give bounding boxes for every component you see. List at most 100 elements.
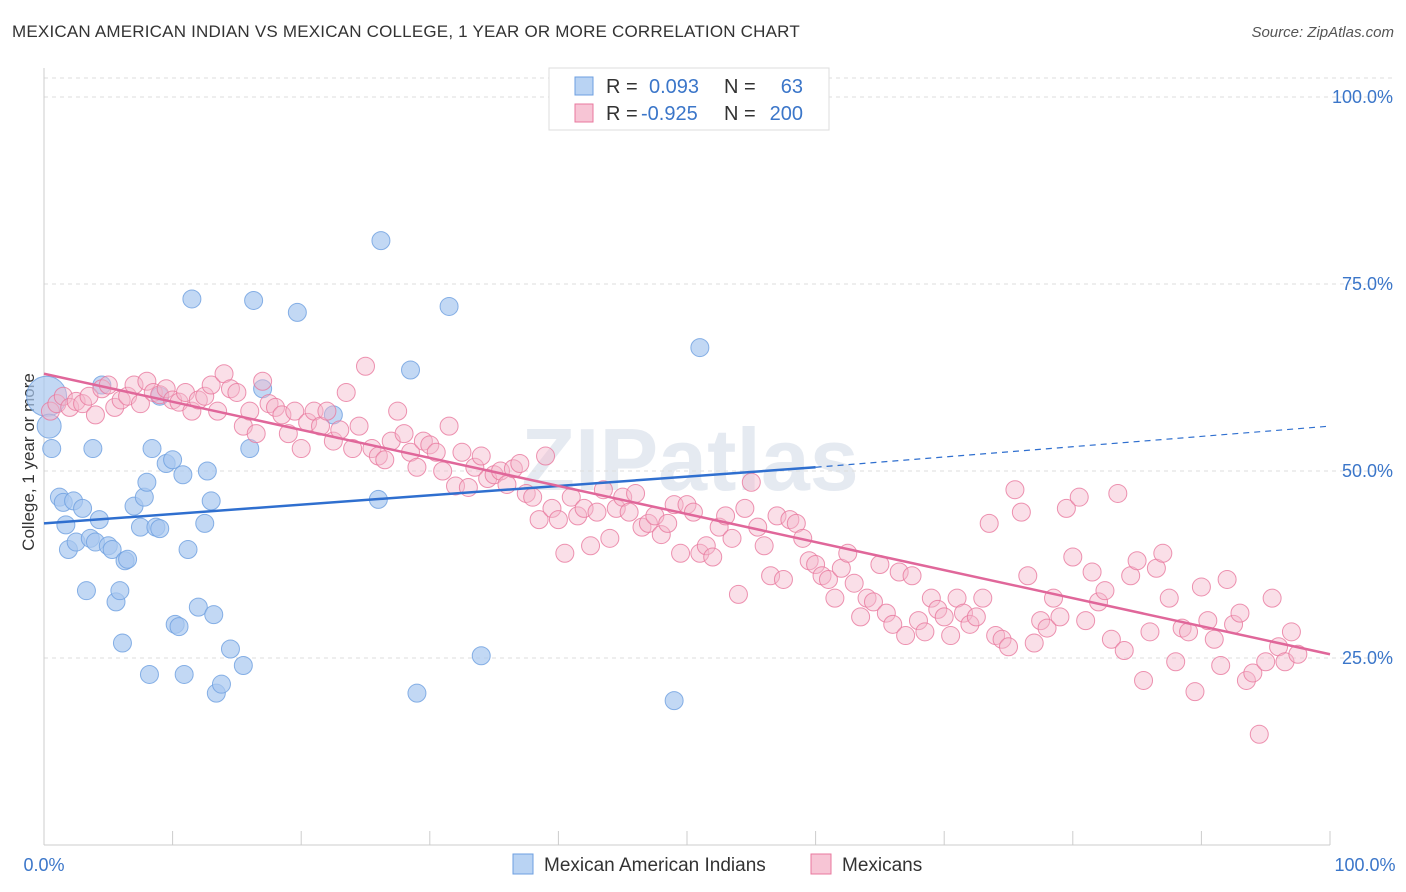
- point-mexicans-182: [1211, 655, 1231, 675]
- point-mexicans-127: [857, 588, 877, 608]
- point-mexicans-109: [741, 472, 761, 492]
- point-mexicans-119: [806, 555, 826, 574]
- y-tick-labels: 25.0% 50.0% 75.0% 100.0%: [1332, 87, 1393, 668]
- point-mexicans-80: [555, 543, 575, 563]
- point-mexicans-95: [651, 525, 671, 545]
- point-mexicans-140: [941, 626, 961, 646]
- point-mexicans-100: [683, 502, 703, 522]
- point-mexicans-33: [253, 371, 273, 391]
- point-mexicans-91: [626, 483, 646, 503]
- point-mexicans-76: [529, 510, 549, 530]
- point-mexicans-181: [1204, 629, 1224, 649]
- y-tick-label-75: 75.0%: [1342, 274, 1393, 294]
- point-mexicans-64: [452, 442, 472, 462]
- point-mexicans-155: [1037, 618, 1057, 638]
- point-mexicans-139: [934, 607, 954, 627]
- point-mexicans-2: [53, 386, 73, 406]
- source-label: Source: ZipAtlas.com: [1251, 24, 1394, 41]
- point-mexican-american-indians-41: [195, 513, 215, 533]
- point-mexicans-38: [285, 401, 305, 421]
- point-mexicans-106: [722, 528, 742, 548]
- point-mexicans-87: [600, 528, 620, 548]
- point-mexicans-162: [1082, 562, 1102, 582]
- point-mexican-american-indians-38: [178, 540, 198, 560]
- point-mexicans-111: [754, 536, 774, 556]
- point-mexicans-171: [1140, 622, 1160, 642]
- point-mexicans-190: [1262, 588, 1282, 608]
- trend-lines: [43, 372, 1331, 656]
- point-mexican-american-indians-57: [407, 683, 427, 703]
- point-mexicans-1: [47, 394, 67, 414]
- point-mexican-american-indians-19: [110, 581, 130, 601]
- point-mexicans-112: [761, 566, 781, 586]
- bottom-legend-swatch-blue: [512, 853, 534, 875]
- point-mexicans-29: [227, 382, 247, 402]
- point-mexicans-175: [1166, 652, 1186, 672]
- point-mexicans-144: [966, 607, 986, 627]
- point-mexican-american-indians-60: [664, 691, 684, 711]
- point-mexicans-174: [1159, 588, 1179, 608]
- watermark: ZIPatlas: [521, 410, 858, 509]
- point-mexicans-122: [825, 588, 845, 608]
- point-mexican-american-indians-28: [142, 439, 162, 459]
- legend-n-value-1: 200: [770, 103, 803, 125]
- point-mexicans-31: [240, 401, 260, 421]
- trend-line-pink: [43, 372, 1331, 656]
- point-mexicans-173: [1153, 543, 1173, 563]
- point-mexicans-125: [844, 573, 864, 593]
- point-mexican-american-indians-9: [73, 498, 93, 518]
- point-mexicans-187: [1243, 663, 1263, 683]
- series-legend: Mexican American Indians Mexicans: [512, 853, 922, 876]
- point-mexicans-15: [137, 371, 157, 391]
- point-mexicans-167: [1114, 641, 1134, 661]
- point-mexican-american-indians-33: [163, 450, 183, 470]
- point-mexican-american-indians-39: [182, 289, 202, 309]
- point-mexicans-61: [433, 461, 453, 481]
- point-mexicans-152: [1018, 566, 1038, 586]
- point-mexicans-58: [413, 431, 433, 451]
- chart-title: MEXICAN AMERICAN INDIAN VS MEXICAN COLLE…: [12, 22, 800, 41]
- point-mexicans-148: [992, 629, 1012, 649]
- x-tick-label-max: 100.0%: [1334, 855, 1395, 875]
- point-mexicans-114: [773, 569, 793, 589]
- point-mexicans-32: [246, 424, 266, 444]
- point-mexicans-145: [973, 588, 993, 608]
- point-mexicans-54: [388, 401, 408, 421]
- point-mexicans-146: [979, 513, 999, 533]
- point-mexicans-82: [568, 506, 588, 526]
- point-mexicans-157: [1050, 607, 1070, 627]
- point-mexican-american-indians-37: [174, 664, 194, 684]
- point-mexicans-18: [156, 379, 176, 399]
- point-mexicans-57: [407, 457, 427, 477]
- point-mexicans-121: [818, 569, 838, 589]
- correlation-legend: R = 0.093 N = 63 R = -0.925 N = 200: [548, 67, 830, 131]
- point-mexicans-101: [690, 543, 710, 563]
- point-mexican-american-indians-30: [150, 519, 170, 539]
- point-mexicans-160: [1069, 487, 1089, 507]
- point-mexicans-132: [889, 562, 909, 582]
- point-mexicans-34: [259, 394, 279, 414]
- legend-r-value-1: -0.925: [641, 103, 698, 125]
- point-mexicans-189: [1256, 652, 1276, 672]
- point-mexicans-7: [85, 405, 105, 425]
- point-mexican-american-indians-56: [401, 360, 421, 380]
- legend-n-label-0: N =: [724, 76, 756, 98]
- point-mexicans-93: [638, 513, 658, 533]
- point-mexicans-47: [343, 439, 363, 459]
- point-mexican-american-indians-58: [439, 296, 459, 316]
- point-mexicans-43: [317, 401, 337, 421]
- point-mexican-american-indians-5: [56, 515, 76, 535]
- point-mexicans-73: [510, 454, 530, 474]
- point-mexicans-165: [1101, 629, 1121, 649]
- legend-r-label-1: R =: [606, 103, 638, 125]
- point-mexicans-98: [671, 543, 691, 563]
- point-mexicans-79: [548, 510, 568, 530]
- legend-swatch-pink: [574, 103, 594, 123]
- point-mexicans-9: [98, 375, 118, 395]
- point-mexicans-96: [658, 513, 678, 533]
- point-mexican-american-indians-12: [83, 439, 103, 459]
- point-mexicans-159: [1063, 547, 1083, 567]
- point-mexicans-170: [1134, 670, 1154, 690]
- point-mexicans-24: [195, 386, 215, 406]
- point-mexican-american-indians-46: [211, 674, 231, 694]
